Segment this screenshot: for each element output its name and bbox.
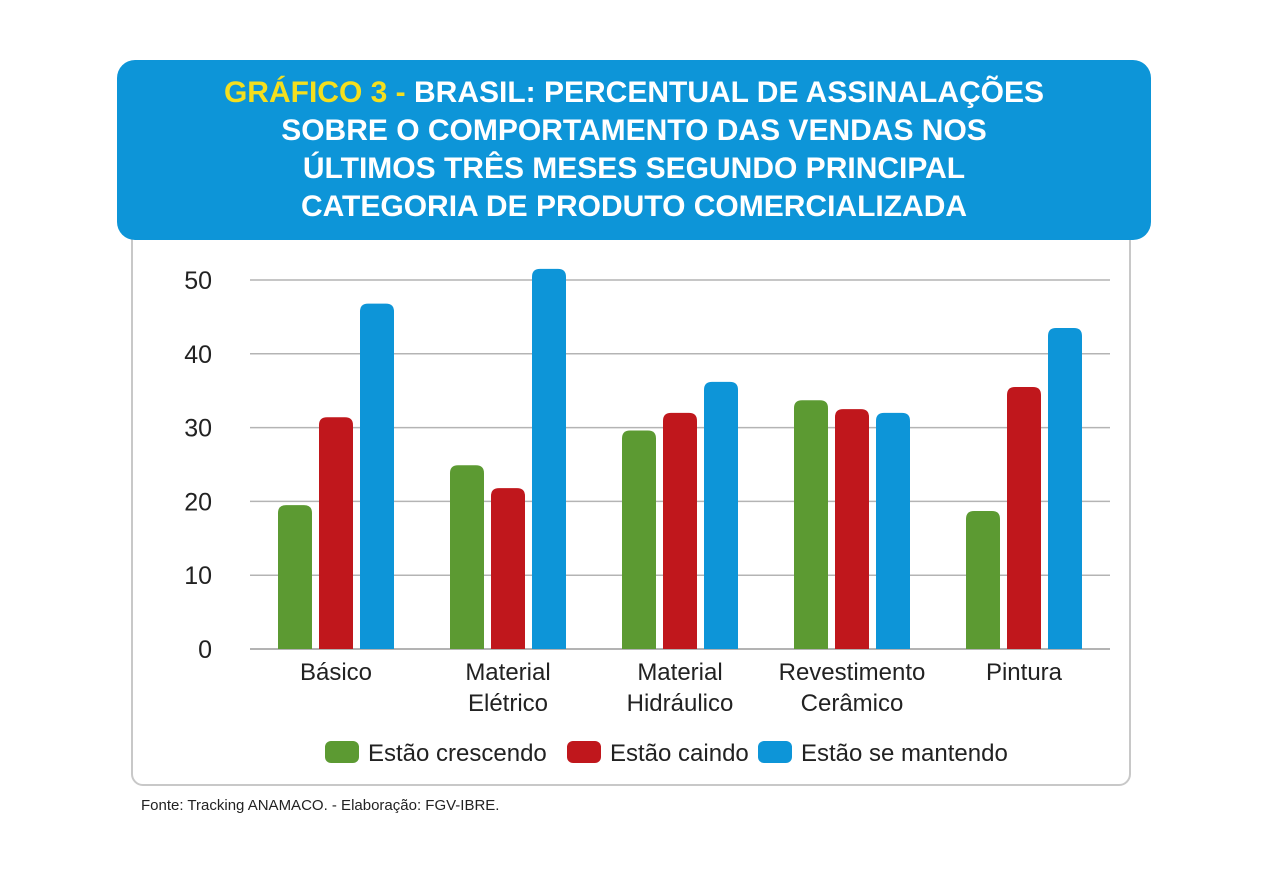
bar bbox=[1007, 387, 1041, 649]
y-tick-label: 40 bbox=[184, 341, 212, 369]
bar bbox=[876, 413, 910, 649]
bar bbox=[491, 488, 525, 649]
legend-label: Estão caindo bbox=[610, 740, 749, 767]
bar-chart: 0 10 20 30 40 50 Básico Material Elétrico Materia… bbox=[0, 0, 1280, 874]
x-tick-label: Pintura bbox=[986, 659, 1063, 686]
bar bbox=[794, 400, 828, 649]
bar bbox=[360, 304, 394, 649]
bar bbox=[835, 409, 869, 649]
x-tick-label: Material Hidráulico bbox=[627, 659, 734, 717]
y-tick-label: 30 bbox=[184, 415, 212, 443]
bar bbox=[1048, 328, 1082, 649]
bar bbox=[663, 413, 697, 649]
legend-label: Estão se mantendo bbox=[801, 740, 1008, 767]
bar bbox=[319, 417, 353, 649]
legend-swatch bbox=[758, 741, 792, 763]
x-tick-label: Básico bbox=[300, 659, 372, 686]
bar bbox=[278, 505, 312, 649]
bar bbox=[450, 465, 484, 649]
legend-label: Estão crescendo bbox=[368, 740, 547, 767]
y-tick-label: 20 bbox=[184, 488, 212, 516]
bar bbox=[966, 511, 1000, 649]
x-tick-label: Revestimento Cerâmico bbox=[779, 659, 926, 717]
legend-swatch bbox=[325, 741, 359, 763]
bar bbox=[622, 431, 656, 649]
y-tick-label: 10 bbox=[184, 562, 212, 590]
legend-swatch bbox=[567, 741, 601, 763]
bar bbox=[704, 382, 738, 649]
x-tick-label: Material Elétrico bbox=[465, 659, 550, 717]
y-tick-label: 50 bbox=[184, 267, 212, 295]
y-tick-label: 0 bbox=[198, 636, 212, 664]
source-note: Fonte: Tracking ANAMACO. - Elaboração: F… bbox=[141, 797, 499, 814]
bar bbox=[532, 269, 566, 649]
